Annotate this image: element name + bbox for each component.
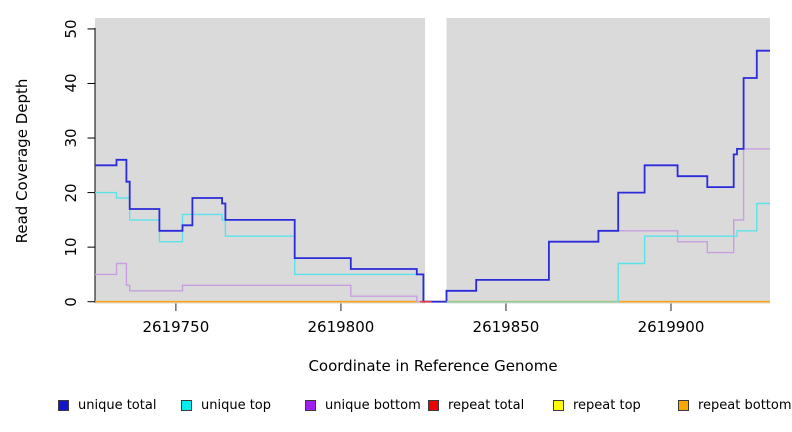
legend-label: repeat bottom (698, 397, 792, 413)
legend-swatch (181, 399, 192, 411)
legend-swatch (305, 399, 316, 411)
x-tick-label: 2619750 (142, 318, 210, 336)
y-tick-label: 40 (62, 73, 80, 94)
y-tick-label: 30 (62, 128, 80, 148)
legend-label: repeat total (448, 397, 525, 413)
legend-item-repeat-total: repeat total (428, 397, 525, 413)
no-data-gap-band (425, 17, 447, 305)
series-line-unique-top (95, 191, 770, 303)
legend-item-unique-total: unique total (58, 397, 157, 413)
legend-label: unique bottom (325, 397, 421, 413)
series-line-unique-total (95, 49, 770, 303)
legend-item-unique-top: unique top (181, 397, 272, 413)
legend-item-repeat-top: repeat top (553, 397, 641, 413)
legend-swatch (678, 399, 689, 411)
y-tick-label: 10 (62, 237, 80, 257)
x-tick-label: 2619850 (472, 318, 540, 336)
x-tick-label: 2619800 (307, 318, 375, 336)
y-axis-title: Read Coverage Depth (13, 78, 31, 244)
y-tick-label: 50 (62, 19, 80, 39)
series-lines (95, 49, 770, 303)
legend-item-unique-bottom: unique bottom (305, 397, 421, 413)
legend-label: unique top (201, 397, 272, 413)
x-tick-label: 2619900 (637, 318, 705, 336)
y-tick-label: 20 (62, 183, 80, 203)
legend-swatch (553, 399, 564, 411)
legend-swatch (428, 399, 439, 411)
y-tick-label: 0 (62, 296, 80, 307)
legend-label: repeat top (573, 397, 641, 413)
plot-background (95, 17, 770, 305)
x-axis-title: Coordinate in Reference Genome (308, 357, 558, 375)
legend-swatch (58, 399, 69, 411)
legend-label: unique total (78, 397, 157, 413)
legend-item-repeat-bottom: repeat bottom (678, 397, 792, 413)
